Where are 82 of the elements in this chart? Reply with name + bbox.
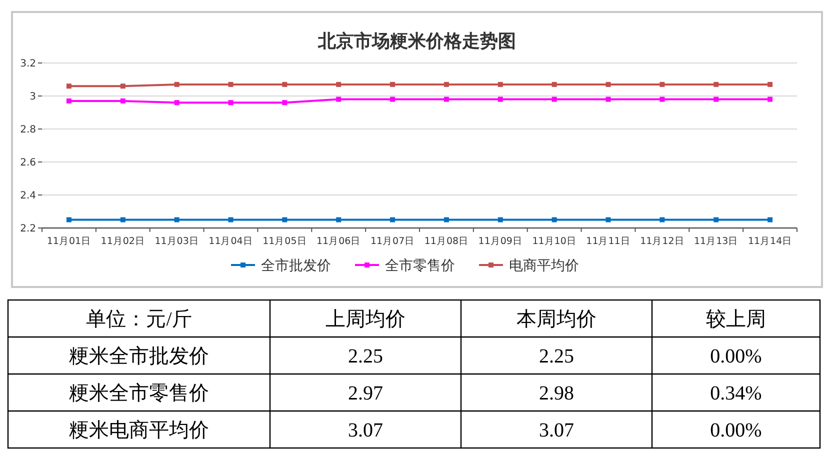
point bbox=[498, 82, 503, 87]
text: 粳米电商平均价 bbox=[69, 420, 209, 442]
legend-label: 电商平均价 bbox=[509, 258, 579, 274]
point bbox=[174, 100, 180, 106]
text: 粳米全市批发价 bbox=[69, 346, 209, 368]
point bbox=[714, 217, 719, 222]
x-tick-label: 11月03日 bbox=[154, 236, 199, 247]
x-tick-label: 11月10日 bbox=[532, 236, 576, 247]
text: 0.00% bbox=[710, 346, 762, 368]
x-tick-label: 11月01日 bbox=[46, 236, 92, 247]
point bbox=[444, 82, 449, 87]
point bbox=[336, 217, 342, 222]
point bbox=[66, 84, 72, 89]
x-tick-label: 11月06日 bbox=[316, 236, 361, 247]
x-tick-label: 11月12日 bbox=[640, 236, 684, 247]
point bbox=[282, 217, 288, 222]
legend-label: 全市批发价 bbox=[261, 258, 331, 274]
x-tick-label: 11月14日 bbox=[748, 236, 792, 247]
point bbox=[120, 98, 126, 104]
text: 较上周 bbox=[706, 308, 766, 330]
point bbox=[714, 82, 719, 87]
point bbox=[552, 82, 557, 87]
text: 粳米全市零售价 bbox=[69, 382, 209, 404]
x-tick-label: 11月04日 bbox=[208, 236, 253, 247]
point bbox=[282, 100, 288, 106]
text: 本周均价 bbox=[516, 308, 596, 330]
point bbox=[606, 82, 611, 87]
point bbox=[768, 82, 773, 87]
point bbox=[660, 82, 665, 87]
text: 2.25 bbox=[348, 346, 383, 368]
y-tick-label: 2.6 bbox=[20, 158, 36, 168]
point bbox=[552, 96, 557, 102]
point bbox=[660, 96, 665, 102]
chart-title: 北京市场粳米价格走势图 bbox=[317, 31, 516, 52]
point bbox=[660, 217, 665, 222]
point bbox=[390, 82, 396, 87]
point bbox=[552, 217, 557, 222]
x-tick-label: 11月02日 bbox=[100, 236, 145, 247]
y-tick-label: 2.4 bbox=[20, 190, 36, 202]
point bbox=[66, 217, 72, 222]
point bbox=[174, 217, 180, 222]
point bbox=[606, 217, 611, 222]
x-tick-label: 11月05日 bbox=[262, 236, 307, 247]
point bbox=[444, 217, 449, 222]
point bbox=[228, 82, 234, 87]
y-tick-label: 2.2 bbox=[20, 224, 36, 234]
point bbox=[336, 96, 342, 102]
point bbox=[120, 84, 126, 89]
y-tick-label: 2.8 bbox=[20, 124, 36, 136]
text: 3.07 bbox=[539, 420, 574, 442]
point bbox=[282, 82, 288, 87]
point bbox=[768, 96, 773, 102]
point bbox=[336, 82, 342, 87]
point bbox=[606, 96, 611, 102]
point bbox=[444, 96, 449, 102]
y-tick-label: 3 bbox=[30, 92, 36, 102]
legend-label: 全市零售价 bbox=[385, 258, 455, 274]
point bbox=[390, 217, 396, 222]
point bbox=[174, 82, 180, 87]
text: 单位：元/斤 bbox=[86, 308, 192, 330]
text: 3.07 bbox=[348, 420, 383, 442]
point bbox=[768, 217, 773, 222]
x-tick-label: 11月08日 bbox=[424, 236, 469, 247]
text: 0.00% bbox=[710, 420, 762, 442]
point bbox=[714, 96, 719, 102]
x-tick-label: 11月13日 bbox=[694, 236, 738, 247]
text: 2.25 bbox=[539, 346, 574, 368]
x-tick-label: 11月07日 bbox=[370, 236, 415, 247]
text: 上周均价 bbox=[326, 308, 406, 330]
x-tick-label: 11月11日 bbox=[586, 236, 630, 247]
text: 0.34% bbox=[710, 382, 762, 404]
point bbox=[390, 96, 396, 102]
point bbox=[498, 96, 503, 102]
point bbox=[120, 217, 126, 222]
text: 2.97 bbox=[348, 382, 383, 404]
y-tick-label: 3.2 bbox=[20, 58, 36, 70]
point bbox=[228, 217, 234, 222]
point bbox=[66, 98, 72, 104]
text: 2.98 bbox=[539, 382, 574, 404]
x-tick-label: 11月09日 bbox=[478, 236, 522, 247]
point bbox=[228, 100, 234, 106]
point bbox=[498, 217, 503, 222]
